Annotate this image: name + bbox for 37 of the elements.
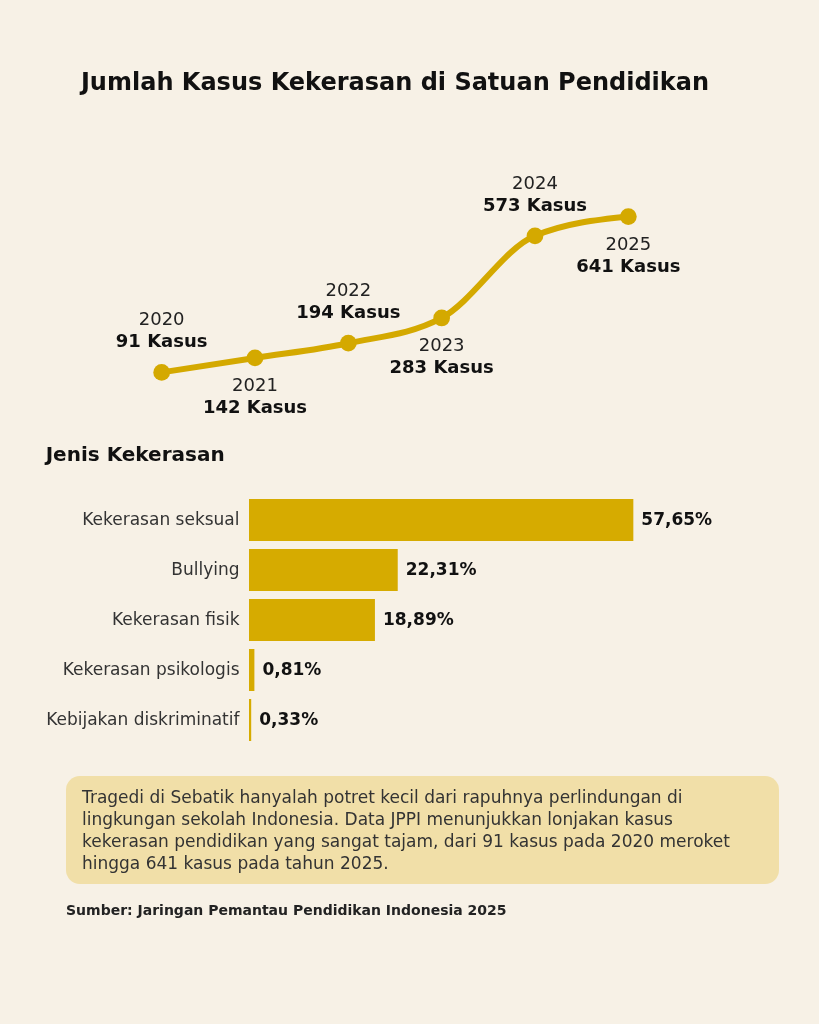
data-label: 283 Kasus: [389, 355, 494, 377]
point: [339, 334, 357, 352]
bar: [249, 699, 252, 741]
x-tick-label: 2023: [418, 333, 465, 355]
y-tick-label: Kekerasan seksual: [82, 509, 240, 529]
y-tick-label: Kekerasan psikologis: [62, 659, 240, 679]
data-label: 194 Kasus: [296, 301, 401, 323]
data-label: 0,33%: [259, 709, 319, 729]
x-tick-label: 2020: [138, 308, 185, 330]
y-tick-label: Bullying: [171, 559, 240, 579]
text: Tragedi di Sebatik hanyalah potret kecil dari rapuhnya perlindungan di lingkungan sekolah Indonesia. Data JPPI menunjukkan lonjakan kasus kekerasan pendidikan yang sangat tajam, dari 91 kasus pada 2020 meroket hingga 641 kasus pada tahun 2025.: [66, 776, 779, 885]
data-label: 57,65%: [641, 509, 713, 529]
chart-title: Jenis Kekerasan: [43, 442, 225, 466]
data-label: 641 Kasus: [576, 254, 681, 276]
x-tick-label: 2024: [512, 171, 558, 193]
data-label: 142 Kasus: [202, 395, 308, 417]
data-label: 18,89%: [382, 609, 454, 629]
point: [246, 349, 264, 367]
bar: [249, 549, 398, 591]
bar: [249, 499, 634, 541]
text: Sumber: Jaringan Pemantau Pendidikan Indonesia 2025: [66, 902, 508, 919]
bar: [249, 599, 375, 641]
data-label: 22,31%: [405, 559, 477, 579]
x-tick-label: 2021: [232, 373, 278, 395]
x-tick-label: 2022: [325, 279, 372, 301]
y-tick-label: Kebijakan diskriminatif: [46, 709, 241, 729]
point: [433, 309, 451, 327]
point: [619, 208, 637, 225]
x-tick-label: 2025: [605, 232, 652, 254]
data-label: 0,81%: [262, 659, 322, 679]
point: [526, 227, 544, 245]
point: [153, 364, 171, 381]
bar: [249, 649, 255, 691]
chart-title: Jumlah Kasus Kekerasan di Satuan Pendidikan: [78, 67, 710, 96]
data-label: 573 Kasus: [482, 193, 588, 215]
y-tick-label: Kekerasan fisik: [112, 609, 240, 629]
data-label: 91 Kasus: [115, 330, 208, 352]
